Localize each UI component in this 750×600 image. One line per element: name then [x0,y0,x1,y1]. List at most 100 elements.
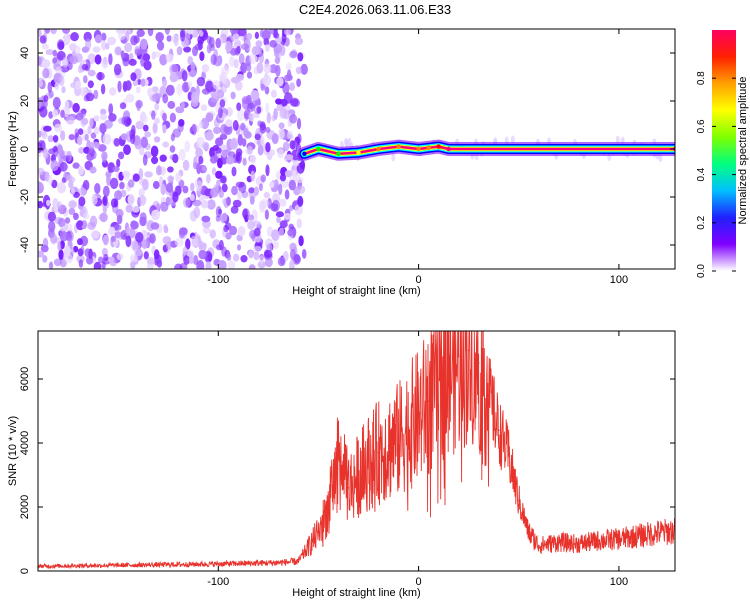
snr-data-point [477,362,480,364]
heatmap-x-tick-label: 0 [416,274,422,286]
noise-blob [207,252,213,262]
noise-blob [77,128,84,136]
noise-blob [89,146,95,157]
noise-blob [209,229,216,239]
noise-blob [217,260,227,269]
noise-blob [122,57,130,67]
noise-blob [264,257,273,268]
noise-blob [62,57,69,68]
noise-blob [52,57,58,64]
noise-blob [135,232,144,243]
noise-blob [248,187,255,194]
noise-blob [152,180,160,190]
noise-blob [257,260,266,269]
noise-blob [219,123,229,135]
noise-blob [117,80,122,93]
noise-blob [76,255,85,263]
noise-blob [135,99,143,109]
noise-blob [284,74,293,82]
noise-blob [107,36,117,46]
noise-blob [162,141,170,148]
noise-blob [182,159,190,171]
noise-blob [128,58,137,66]
noise-blob [260,136,265,148]
noise-blob [243,127,249,136]
noise-blob [147,87,154,97]
heatmap-y-tick-label: 0 [19,146,31,152]
noise-blob [289,259,295,269]
noise-blob [210,54,217,66]
noise-blob [221,149,228,158]
noise-blob [229,225,238,236]
noise-blob [195,180,203,192]
noise-blob [60,130,66,141]
line-x-axis-label: Height of straight line (km) [292,587,420,599]
noise-blob [265,142,271,153]
noise-blob [228,56,235,67]
noise-blob [125,235,132,248]
noise-blob [271,133,279,145]
noise-blob [176,46,183,56]
noise-blob [154,117,160,125]
noise-blob [162,124,167,134]
noise-blob [149,233,156,244]
noise-blob [64,245,71,257]
noise-blob [132,79,139,87]
snr-data-point [397,439,400,441]
noise-blob [220,84,227,94]
noise-blob [248,250,254,259]
noise-blob [294,37,304,46]
ridge-point [396,144,401,149]
snr-data-point [558,541,560,543]
noise-blob [254,45,262,55]
noise-blob [54,82,60,91]
noise-blob [159,201,169,212]
noise-blob [174,263,183,269]
noise-blob [284,154,294,161]
noise-blob [123,144,131,155]
noise-blob [120,50,125,59]
noise-blob [273,48,279,58]
noise-blob [260,174,266,183]
noise-blob [204,131,214,141]
noise-blob [126,226,131,239]
noise-blob [162,78,168,87]
noise-blob [191,123,197,136]
noise-blob [202,141,210,151]
noise-blob [183,255,191,265]
noise-blob [114,190,123,201]
noise-blob [140,136,148,149]
noise-blob [218,107,223,119]
noise-blob [152,122,158,134]
noise-blob [219,175,227,184]
noise-blob [62,29,71,34]
noise-blob [226,253,232,261]
noise-blob [273,29,278,39]
noise-blob [249,53,257,65]
noise-blob [198,249,208,260]
line-x-tick-label: 100 [610,576,628,588]
noise-blob [202,165,207,172]
noise-blob [48,175,53,185]
noise-blob [205,80,214,93]
noise-blob [93,115,100,122]
noise-blob [296,117,302,130]
noise-blob [233,58,239,69]
noise-blob [159,54,168,66]
noise-blob [103,253,109,262]
noise-blob [276,215,281,224]
noise-blob [165,84,175,96]
noise-blob [250,170,256,182]
noise-blob [116,253,124,261]
noise-blob [114,231,121,239]
noise-blob [146,257,156,265]
noise-blob [165,241,172,251]
noise-blob [68,207,76,215]
noise-blob [199,30,204,37]
noise-blob [292,160,299,167]
heatmap-y-tick-label: 20 [19,95,31,107]
noise-blob [282,82,290,95]
noise-blob [196,162,202,175]
noise-blob [171,64,179,73]
noise-blob [38,29,42,38]
